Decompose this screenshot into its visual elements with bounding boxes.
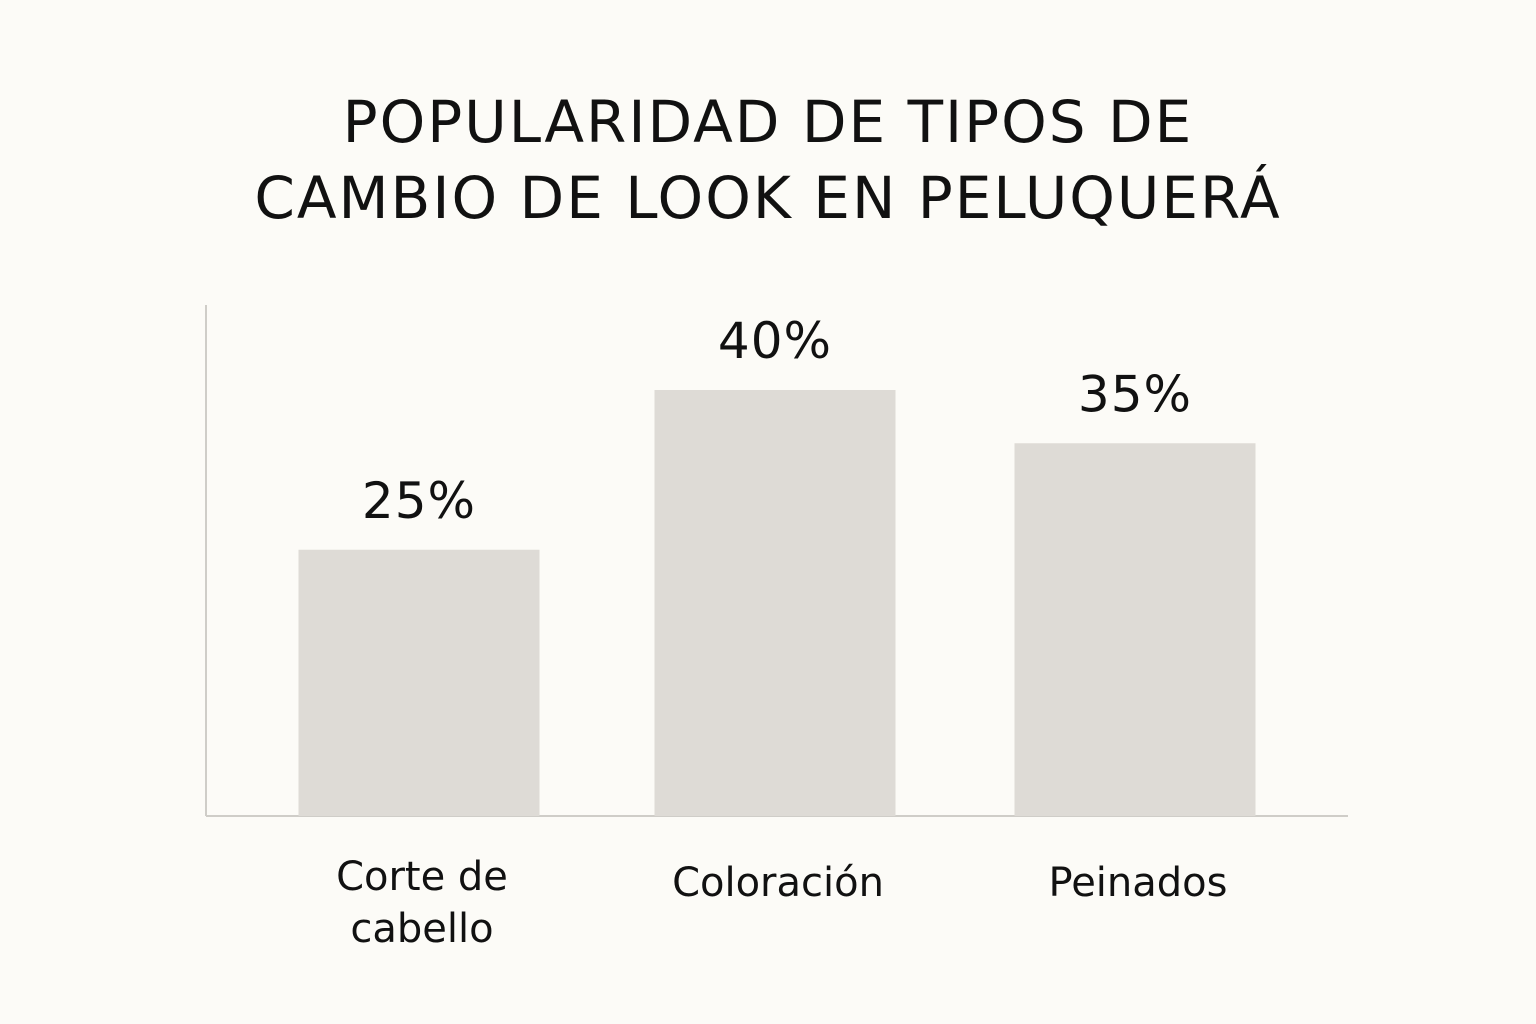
data-label-3: 35%	[1078, 365, 1192, 423]
chart-title-line-1: POPULARIDAD DE TIPOS DE	[342, 88, 1194, 156]
bar-3	[1014, 443, 1256, 816]
bar-2	[654, 390, 896, 816]
category-label-3: Peinados	[1049, 860, 1228, 906]
category-label-2: Coloración	[672, 860, 884, 906]
bar-1	[298, 549, 540, 816]
data-label-1: 25%	[362, 472, 476, 530]
category-label-1-line-2: cabello	[350, 906, 493, 952]
category-label-1-line-1: Corte de	[336, 854, 508, 900]
data-label-2: 40%	[718, 312, 832, 370]
bars-group: 25% Corte de cabello 40% Coloración 35% Peinad…	[298, 312, 1256, 952]
chart-title: POPULARIDAD DE TIPOS DE CAMBIO DE LOOK E…	[0, 84, 1536, 236]
chart-title-line-2: CAMBIO DE LOOK EN PELUQUERÁ	[254, 164, 1282, 232]
